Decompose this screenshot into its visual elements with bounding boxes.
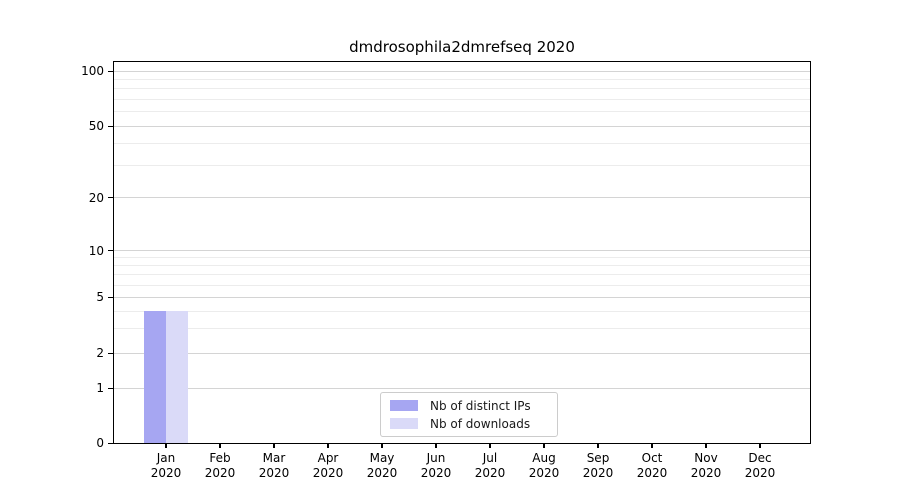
legend-item-downloads: Nb of downloads bbox=[390, 417, 548, 431]
x-tick-mark bbox=[651, 444, 653, 448]
gridline-major bbox=[114, 197, 810, 199]
x-tick-label: Apr 2020 bbox=[312, 451, 344, 480]
x-tick-mark bbox=[165, 444, 167, 448]
x-tick-mark bbox=[759, 444, 761, 448]
gridline-minor bbox=[114, 111, 810, 113]
gridline-major bbox=[114, 70, 810, 72]
gridline-minor bbox=[114, 327, 810, 329]
x-tick-mark bbox=[597, 444, 599, 448]
y-tick-mark bbox=[108, 250, 113, 252]
x-tick-mark bbox=[219, 444, 221, 448]
bar-downloads bbox=[166, 311, 188, 443]
x-tick-label: Jan 2020 bbox=[150, 451, 182, 480]
y-tick-mark bbox=[108, 352, 113, 354]
gridline-minor bbox=[114, 88, 810, 90]
x-tick-label: May 2020 bbox=[366, 451, 398, 480]
x-tick-label: Dec 2020 bbox=[744, 451, 776, 480]
plot-area bbox=[113, 61, 811, 444]
y-tick-label: 10 bbox=[88, 243, 104, 258]
x-tick-mark bbox=[543, 444, 545, 448]
x-tick-label: Mar 2020 bbox=[258, 451, 290, 480]
chart-title: dmdrosophila2dmrefseq 2020 bbox=[349, 38, 575, 56]
x-tick-label: Sep 2020 bbox=[582, 451, 614, 480]
legend-label-downloads: Nb of downloads bbox=[430, 416, 531, 431]
gridline-major bbox=[114, 387, 810, 389]
x-tick-mark bbox=[705, 444, 707, 448]
x-tick-mark bbox=[273, 444, 275, 448]
x-tick-label: Feb 2020 bbox=[204, 451, 236, 480]
gridline-minor bbox=[114, 165, 810, 167]
gridline-minor bbox=[114, 98, 810, 100]
gridline-minor bbox=[114, 310, 810, 312]
legend-swatch-distinct-ips-icon bbox=[390, 400, 418, 411]
gridline-minor bbox=[114, 265, 810, 267]
y-tick-mark bbox=[108, 442, 113, 444]
gridline-minor bbox=[114, 284, 810, 286]
y-tick-label: 100 bbox=[81, 64, 104, 79]
gridline-major bbox=[114, 352, 810, 354]
bar-distinct-ips bbox=[144, 311, 166, 443]
y-tick-label: 20 bbox=[88, 190, 104, 205]
gridline-minor bbox=[114, 78, 810, 80]
x-tick-label: Nov 2020 bbox=[690, 451, 722, 480]
y-tick-mark bbox=[108, 296, 113, 299]
x-tick-mark bbox=[489, 444, 491, 448]
legend-label-distinct-ips: Nb of distinct IPs bbox=[430, 398, 531, 413]
gridline-major bbox=[114, 125, 810, 127]
legend-swatch-downloads-icon bbox=[390, 418, 418, 429]
x-tick-mark bbox=[435, 444, 437, 448]
y-tick-label: 50 bbox=[88, 119, 104, 133]
x-tick-mark bbox=[327, 444, 329, 448]
x-tick-label: Oct 2020 bbox=[636, 451, 668, 480]
y-tick-mark bbox=[108, 387, 113, 389]
legend-item-distinct-ips: Nb of distinct IPs bbox=[390, 399, 548, 413]
gridline-minor bbox=[114, 274, 810, 276]
gridline-minor bbox=[114, 257, 810, 259]
y-tick-mark bbox=[108, 197, 113, 199]
x-tick-label: Aug 2020 bbox=[528, 451, 560, 480]
y-tick-label: 2 bbox=[96, 346, 104, 361]
y-tick-label: 1 bbox=[96, 381, 104, 396]
gridline-major bbox=[114, 250, 810, 252]
x-tick-label: Jul 2020 bbox=[474, 451, 506, 480]
x-tick-mark bbox=[381, 444, 383, 448]
y-tick-mark bbox=[108, 125, 113, 127]
legend: Nb of distinct IPs Nb of downloads bbox=[380, 392, 558, 437]
x-tick-label: Jun 2020 bbox=[420, 451, 452, 480]
gridline-minor bbox=[114, 142, 810, 144]
y-tick-mark bbox=[108, 70, 113, 72]
gridline-major bbox=[114, 296, 810, 298]
y-tick-label: 5 bbox=[96, 290, 104, 305]
y-tick-label: 0 bbox=[96, 436, 104, 450]
